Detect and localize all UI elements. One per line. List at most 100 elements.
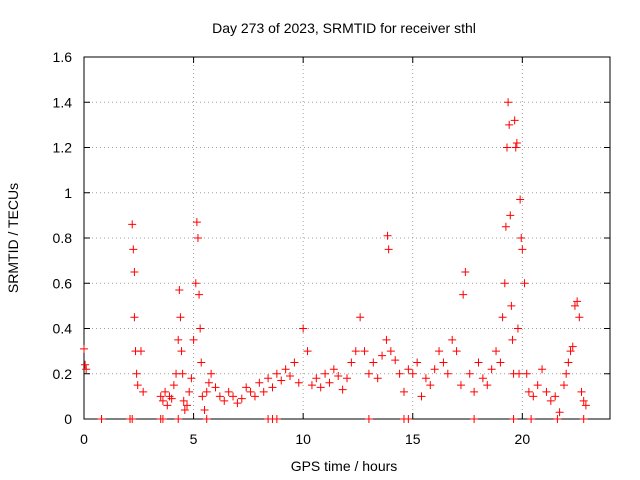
zero-value-point (97, 415, 106, 423)
data-point (498, 313, 507, 322)
data-point (500, 279, 509, 288)
y-tick-labels: 0 0.2 0.4 0.6 0.8 1 1.2 1.4 1.6 (53, 49, 73, 427)
data-point (192, 218, 201, 227)
data-point (183, 401, 192, 410)
data-point (129, 245, 138, 254)
data-point (177, 347, 186, 356)
y-tick-label: 0.4 (53, 321, 73, 337)
data-point (264, 374, 273, 383)
data-point (513, 324, 522, 333)
data-point (559, 381, 568, 390)
data-point (338, 385, 347, 394)
data-point (215, 392, 224, 401)
data-point (515, 369, 524, 378)
data-point (435, 347, 444, 356)
data-point (511, 143, 520, 152)
data-point (404, 365, 413, 374)
data-point (200, 405, 209, 414)
y-tick-label: 1 (64, 185, 72, 201)
data-point (303, 347, 312, 356)
data-point (516, 195, 525, 204)
data-point (465, 369, 474, 378)
data-point (158, 396, 167, 405)
data-point (529, 392, 538, 401)
data-point (461, 267, 470, 276)
data-point (395, 369, 404, 378)
data-point (179, 396, 188, 405)
data-point (555, 408, 564, 417)
data-point (176, 313, 185, 322)
data-point (329, 365, 338, 374)
data-point (505, 120, 514, 129)
data-point (542, 387, 551, 396)
data-point (581, 401, 590, 410)
data-point (517, 234, 526, 242)
x-tick-label: 0 (80, 431, 88, 447)
data-point (439, 358, 448, 367)
data-point (568, 342, 577, 351)
data-point (136, 347, 145, 356)
data-point (386, 347, 395, 356)
y-tick-label: 1.2 (53, 140, 73, 156)
zero-value-point (272, 415, 281, 423)
data-point (132, 369, 141, 378)
plot-frame (83, 56, 611, 420)
data-point (250, 392, 259, 401)
data-point (197, 358, 206, 367)
zero-value-point (128, 415, 137, 423)
data-point (178, 369, 187, 378)
data-point (175, 286, 184, 295)
data-point (487, 365, 496, 374)
x-tick-labels: 0 5 10 15 20 (80, 431, 530, 447)
data-point (290, 358, 299, 367)
data-point (246, 387, 255, 396)
data-point (470, 387, 479, 396)
data-point (229, 392, 238, 401)
zero-value-point (364, 415, 373, 423)
data-point (383, 231, 392, 240)
data-point (334, 372, 343, 381)
data-point (575, 313, 584, 322)
zero-value-point (579, 415, 588, 423)
zero-value-point (404, 415, 413, 423)
data-point (356, 313, 365, 322)
zero-value-point (158, 415, 167, 423)
y-tick-label: 1.4 (53, 94, 73, 110)
data-point (207, 369, 216, 378)
data-point (448, 335, 457, 344)
data-point (360, 347, 369, 356)
x-tick-label: 15 (405, 431, 421, 447)
data-point (510, 116, 519, 125)
data-point (343, 374, 351, 383)
data-point (570, 301, 579, 310)
data-point (198, 392, 207, 401)
data-point (496, 358, 505, 367)
zero-value-point (553, 415, 562, 423)
data-point (224, 387, 233, 396)
data-point (163, 401, 172, 410)
data-point (459, 290, 468, 299)
data-point (242, 383, 251, 392)
y-tick-label: 1.6 (53, 49, 73, 65)
data-point (478, 374, 487, 383)
data-point (474, 358, 483, 367)
data-point (378, 351, 387, 360)
data-point (180, 405, 189, 414)
data-point (512, 138, 521, 147)
data-point (220, 396, 229, 405)
data-point (426, 381, 435, 390)
data-point (551, 392, 560, 401)
data-point (456, 381, 465, 390)
x-tick-label: 10 (295, 431, 311, 447)
data-point (391, 356, 400, 365)
data-point (316, 383, 325, 392)
data-point (364, 369, 373, 378)
data-point (321, 369, 330, 378)
y-tick-label: 0.6 (53, 275, 73, 291)
data-point (196, 324, 205, 333)
data-point (369, 358, 378, 367)
data-point (373, 374, 382, 383)
data-point (189, 335, 198, 344)
data-point (384, 245, 393, 254)
data-point (408, 369, 417, 378)
